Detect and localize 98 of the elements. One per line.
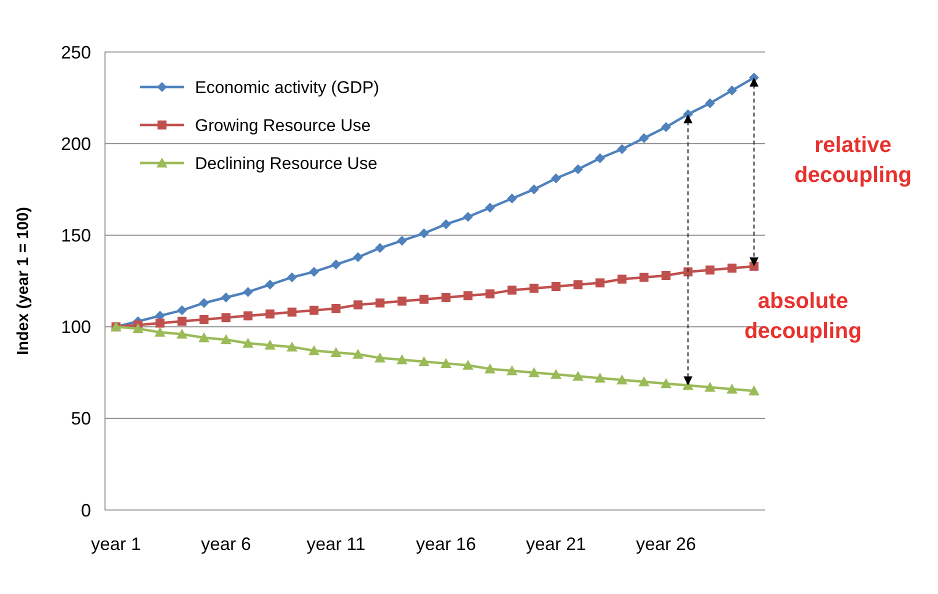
text: relative decoupling — [794, 132, 912, 187]
point — [706, 266, 714, 275]
point — [265, 280, 275, 290]
point — [354, 300, 362, 310]
point — [308, 345, 320, 356]
point — [221, 292, 231, 302]
point — [222, 313, 230, 322]
point — [243, 286, 253, 297]
point — [528, 367, 540, 378]
point — [442, 292, 450, 302]
point — [132, 323, 144, 334]
y-tick-label: 100 — [60, 317, 91, 338]
point — [616, 374, 628, 384]
point — [242, 338, 254, 348]
point — [199, 298, 209, 308]
point — [266, 309, 274, 318]
point — [177, 305, 187, 316]
point — [396, 354, 408, 364]
point — [638, 376, 650, 386]
point — [551, 173, 561, 184]
point — [463, 212, 473, 222]
x-tick-label: year 1 — [90, 534, 142, 554]
point — [420, 294, 428, 304]
point — [552, 282, 560, 291]
point — [550, 368, 562, 379]
point — [573, 164, 583, 174]
point — [440, 358, 452, 368]
point — [684, 267, 692, 276]
point — [200, 314, 208, 324]
y-tick-label: 250 — [60, 42, 91, 62]
point — [726, 384, 738, 394]
point — [397, 236, 407, 246]
x-tick-label: year 16 — [416, 534, 476, 554]
point — [661, 122, 671, 132]
point — [332, 304, 340, 313]
point — [244, 311, 252, 320]
legend-label: Growing Resource Use — [195, 116, 371, 135]
point — [530, 284, 538, 293]
point — [705, 98, 715, 108]
point — [418, 356, 430, 366]
legend-label: Economic activity (GDP) — [195, 78, 380, 97]
point — [310, 306, 318, 315]
point — [618, 274, 626, 284]
point — [441, 219, 451, 230]
point — [617, 144, 627, 154]
x-tick-label: year 6 — [200, 534, 252, 554]
y-tick-label: 150 — [60, 226, 91, 246]
y-tick-label: 50 — [70, 408, 91, 429]
point — [330, 346, 342, 357]
point — [374, 352, 386, 362]
point — [660, 378, 672, 388]
point — [486, 289, 494, 298]
point — [662, 271, 670, 280]
point — [574, 280, 582, 290]
point — [352, 348, 364, 359]
point — [596, 278, 604, 288]
point — [288, 308, 296, 317]
point — [264, 340, 276, 350]
point — [529, 184, 539, 194]
point — [220, 334, 232, 344]
point — [419, 228, 429, 238]
point — [398, 296, 406, 306]
point — [353, 252, 363, 262]
legend-label: Declining Resource Use — [195, 154, 378, 173]
point — [309, 266, 319, 277]
point — [508, 286, 516, 295]
x-tick-label: year 21 — [526, 534, 586, 554]
point — [178, 316, 186, 326]
y-tick-label: 0 — [80, 500, 91, 520]
point — [748, 385, 760, 396]
point — [176, 328, 188, 339]
point — [156, 318, 164, 328]
point — [595, 153, 605, 164]
y-axis-title: Index (year 1 = 100) — [15, 206, 32, 356]
point — [464, 291, 472, 300]
point — [728, 264, 736, 273]
point — [704, 382, 716, 392]
point — [286, 341, 298, 352]
point — [154, 326, 166, 337]
point — [594, 372, 606, 383]
y-tick-label: 200 — [60, 134, 91, 154]
point — [485, 202, 495, 213]
point — [376, 298, 384, 308]
point — [506, 365, 518, 376]
annotation: absolute decoupling — [744, 288, 862, 343]
point — [198, 332, 210, 342]
point — [727, 85, 737, 96]
point — [640, 272, 648, 282]
point — [484, 363, 496, 374]
point — [331, 260, 341, 270]
point — [375, 243, 385, 254]
point — [572, 370, 584, 381]
x-tick-label: year 26 — [636, 534, 696, 554]
x-tick-label: year 11 — [306, 534, 366, 554]
point — [507, 194, 517, 204]
point — [462, 360, 474, 370]
point — [287, 272, 297, 282]
point — [639, 133, 649, 144]
